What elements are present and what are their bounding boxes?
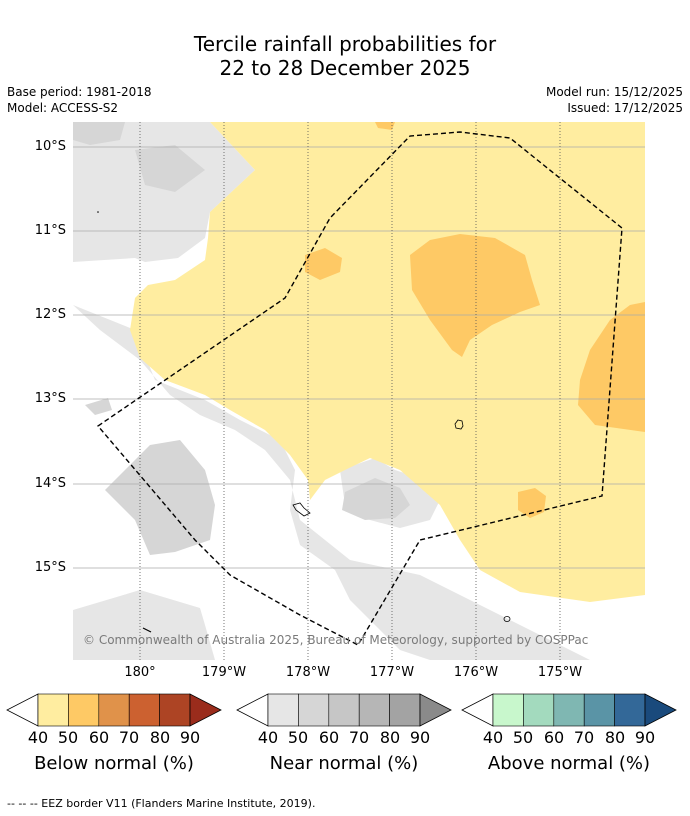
cb-below-tick: 40 — [27, 728, 49, 747]
issued-date: Issued: 17/12/2025 — [567, 101, 683, 115]
cb-above-swatch-0 — [492, 693, 524, 727]
cb-near-swatch-1 — [298, 693, 330, 727]
near-normal-50-regions — [73, 122, 410, 555]
lat-label-12s: 12°S — [34, 307, 66, 322]
cb-above-tick: 40 — [482, 728, 504, 747]
cb-near-tick: 70 — [348, 728, 370, 747]
cb-below-title: Below normal (%) — [34, 753, 194, 774]
cb-below-over-arrow — [189, 693, 222, 727]
lat-label-10s: 10°S — [34, 139, 66, 154]
cb-below-tick: 80 — [149, 728, 171, 747]
copyright-notice: © Commonwealth of Australia 2025, Bureau… — [83, 633, 589, 647]
cb-above-tick: 80 — [604, 728, 626, 747]
cb-above-swatch-4 — [614, 693, 646, 727]
cb-near-over-arrow — [419, 693, 452, 727]
cb-above-tick: 50 — [512, 728, 534, 747]
cb-near-swatch-3 — [358, 693, 390, 727]
cb-above-under-arrow — [461, 693, 494, 727]
cb-near-title: Near normal (%) — [269, 753, 419, 774]
cb-above-tick: 90 — [634, 728, 656, 747]
model-name: Model: ACCESS-S2 — [7, 101, 119, 115]
cb-below-tick: 90 — [179, 728, 201, 747]
lat-label-13s: 13°S — [34, 391, 66, 406]
eez-border — [96, 131, 623, 646]
cb-above-swatch-3 — [583, 693, 615, 727]
eez-legend-footer: -- -- -- EEZ border V11 (Flanders Marine… — [7, 797, 316, 810]
lon-label-179w: 179°W — [201, 665, 247, 680]
lon-label-178w: 178°W — [285, 665, 331, 680]
cb-below-tick: 60 — [88, 728, 110, 747]
lon-label-176w: 176°W — [453, 665, 499, 680]
cb-below-tick: 50 — [57, 728, 79, 747]
base-period: Base period: 1981-2018 — [7, 85, 152, 99]
cb-near-tick: 80 — [379, 728, 401, 747]
model-run: Model run: 15/12/2025 — [545, 85, 683, 99]
cb-near-tick: 90 — [409, 728, 431, 747]
cb-near-tick: 60 — [318, 728, 340, 747]
cb-below-tick: 70 — [118, 728, 140, 747]
map-title-line2: 22 to 28 December 2025 — [219, 56, 471, 80]
map-title-line1: Tercile rainfall probabilities for — [193, 32, 497, 56]
lon-label-180: 180° — [124, 665, 156, 680]
cb-above-over-arrow — [644, 693, 677, 727]
colorbar-below-normal — [6, 693, 222, 727]
lat-label-11s: 11°S — [34, 223, 66, 238]
cb-below-swatch-0 — [37, 693, 69, 727]
lon-label-177w: 177°W — [369, 665, 415, 680]
cb-below-swatch-1 — [68, 693, 100, 727]
cb-below-swatch-3 — [128, 693, 160, 727]
cb-above-tick: 70 — [573, 728, 595, 747]
cb-below-swatch-4 — [159, 693, 191, 727]
cb-above-title: Above normal (%) — [487, 753, 651, 774]
cb-near-swatch-4 — [389, 693, 421, 727]
cb-below-swatch-2 — [98, 693, 130, 727]
cb-near-swatch-0 — [267, 693, 299, 727]
cb-near-under-arrow — [236, 693, 269, 727]
colorbar-above-normal — [461, 693, 677, 727]
colorbars — [6, 693, 677, 727]
island-outlines — [142, 419, 511, 633]
cb-above-swatch-1 — [523, 693, 555, 727]
colorbar-near-normal — [236, 693, 452, 727]
cb-near-tick: 40 — [257, 728, 279, 747]
cb-near-swatch-2 — [328, 693, 360, 727]
cb-above-tick: 60 — [543, 728, 565, 747]
below-normal-40-region — [130, 122, 645, 602]
lat-label-15s: 15°S — [34, 560, 66, 575]
cb-below-under-arrow — [6, 693, 39, 727]
latitude-gridlines — [73, 146, 645, 569]
cb-above-swatch-2 — [553, 693, 585, 727]
lat-label-14s: 14°S — [34, 476, 66, 491]
cb-near-tick: 50 — [287, 728, 309, 747]
lon-label-175w: 175°W — [537, 665, 583, 680]
